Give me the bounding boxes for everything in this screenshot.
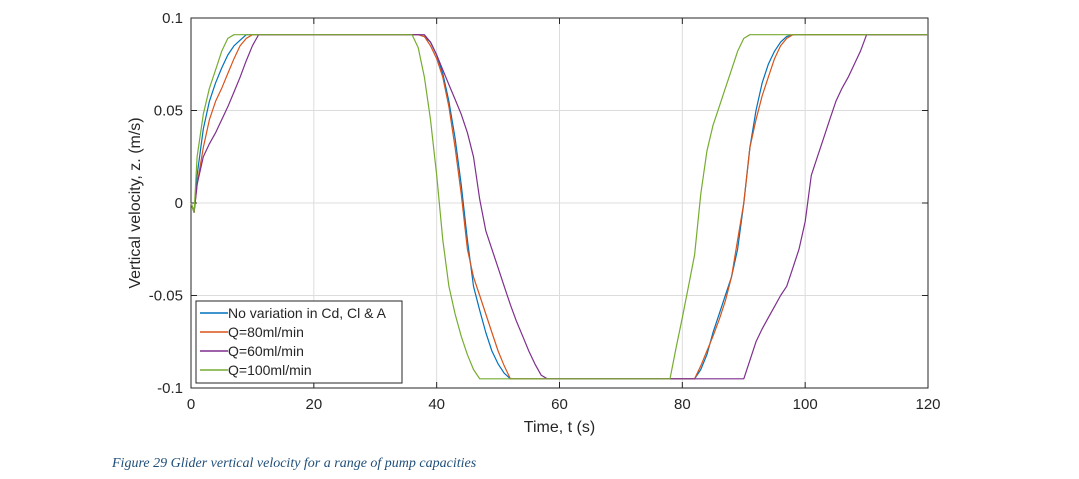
legend: No variation in Cd, Cl & A Q=80ml/min Q=60…: [195, 300, 403, 384]
x-tick-label: 60: [551, 396, 568, 413]
series-lines: [190, 34, 928, 380]
y-tick-label: 0.1: [162, 10, 183, 27]
x-tick-label: 0: [187, 396, 195, 413]
x-tick-label: 20: [305, 396, 322, 413]
legend-label: No variation in Cd, Cl & A: [228, 305, 387, 321]
x-tick-label: 100: [793, 396, 818, 413]
legend-label: Q=60ml/min: [228, 343, 304, 359]
x-axis-label: Time, t (s): [524, 419, 595, 436]
x-tick-label: 120: [915, 396, 940, 413]
figure-caption: Figure 29 Glider vertical velocity for a…: [112, 456, 477, 471]
y-tick-label: -0.05: [149, 288, 183, 305]
y-tick-label: 0: [175, 195, 183, 212]
grid-lines: [191, 18, 928, 388]
axis-ticks: 0 20 40 60 80 100 120 -0.1 -0.05 0 0.05 0.1: [149, 10, 941, 413]
y-tick-label: 0.05: [154, 103, 183, 120]
y-tick-label: -0.1: [157, 380, 183, 397]
x-tick-label: 80: [674, 396, 691, 413]
series-line: [190, 34, 928, 380]
legend-label: Q=80ml/min: [228, 324, 304, 340]
y-axis-label: Vertical velocity, z. (m/s): [127, 117, 144, 288]
x-tick-label: 40: [428, 396, 445, 413]
legend-label: Q=100ml/min: [228, 362, 312, 378]
legend-box: [195, 300, 403, 384]
series-line: [190, 34, 928, 380]
series-line: [190, 34, 928, 380]
series-line: [190, 34, 928, 380]
